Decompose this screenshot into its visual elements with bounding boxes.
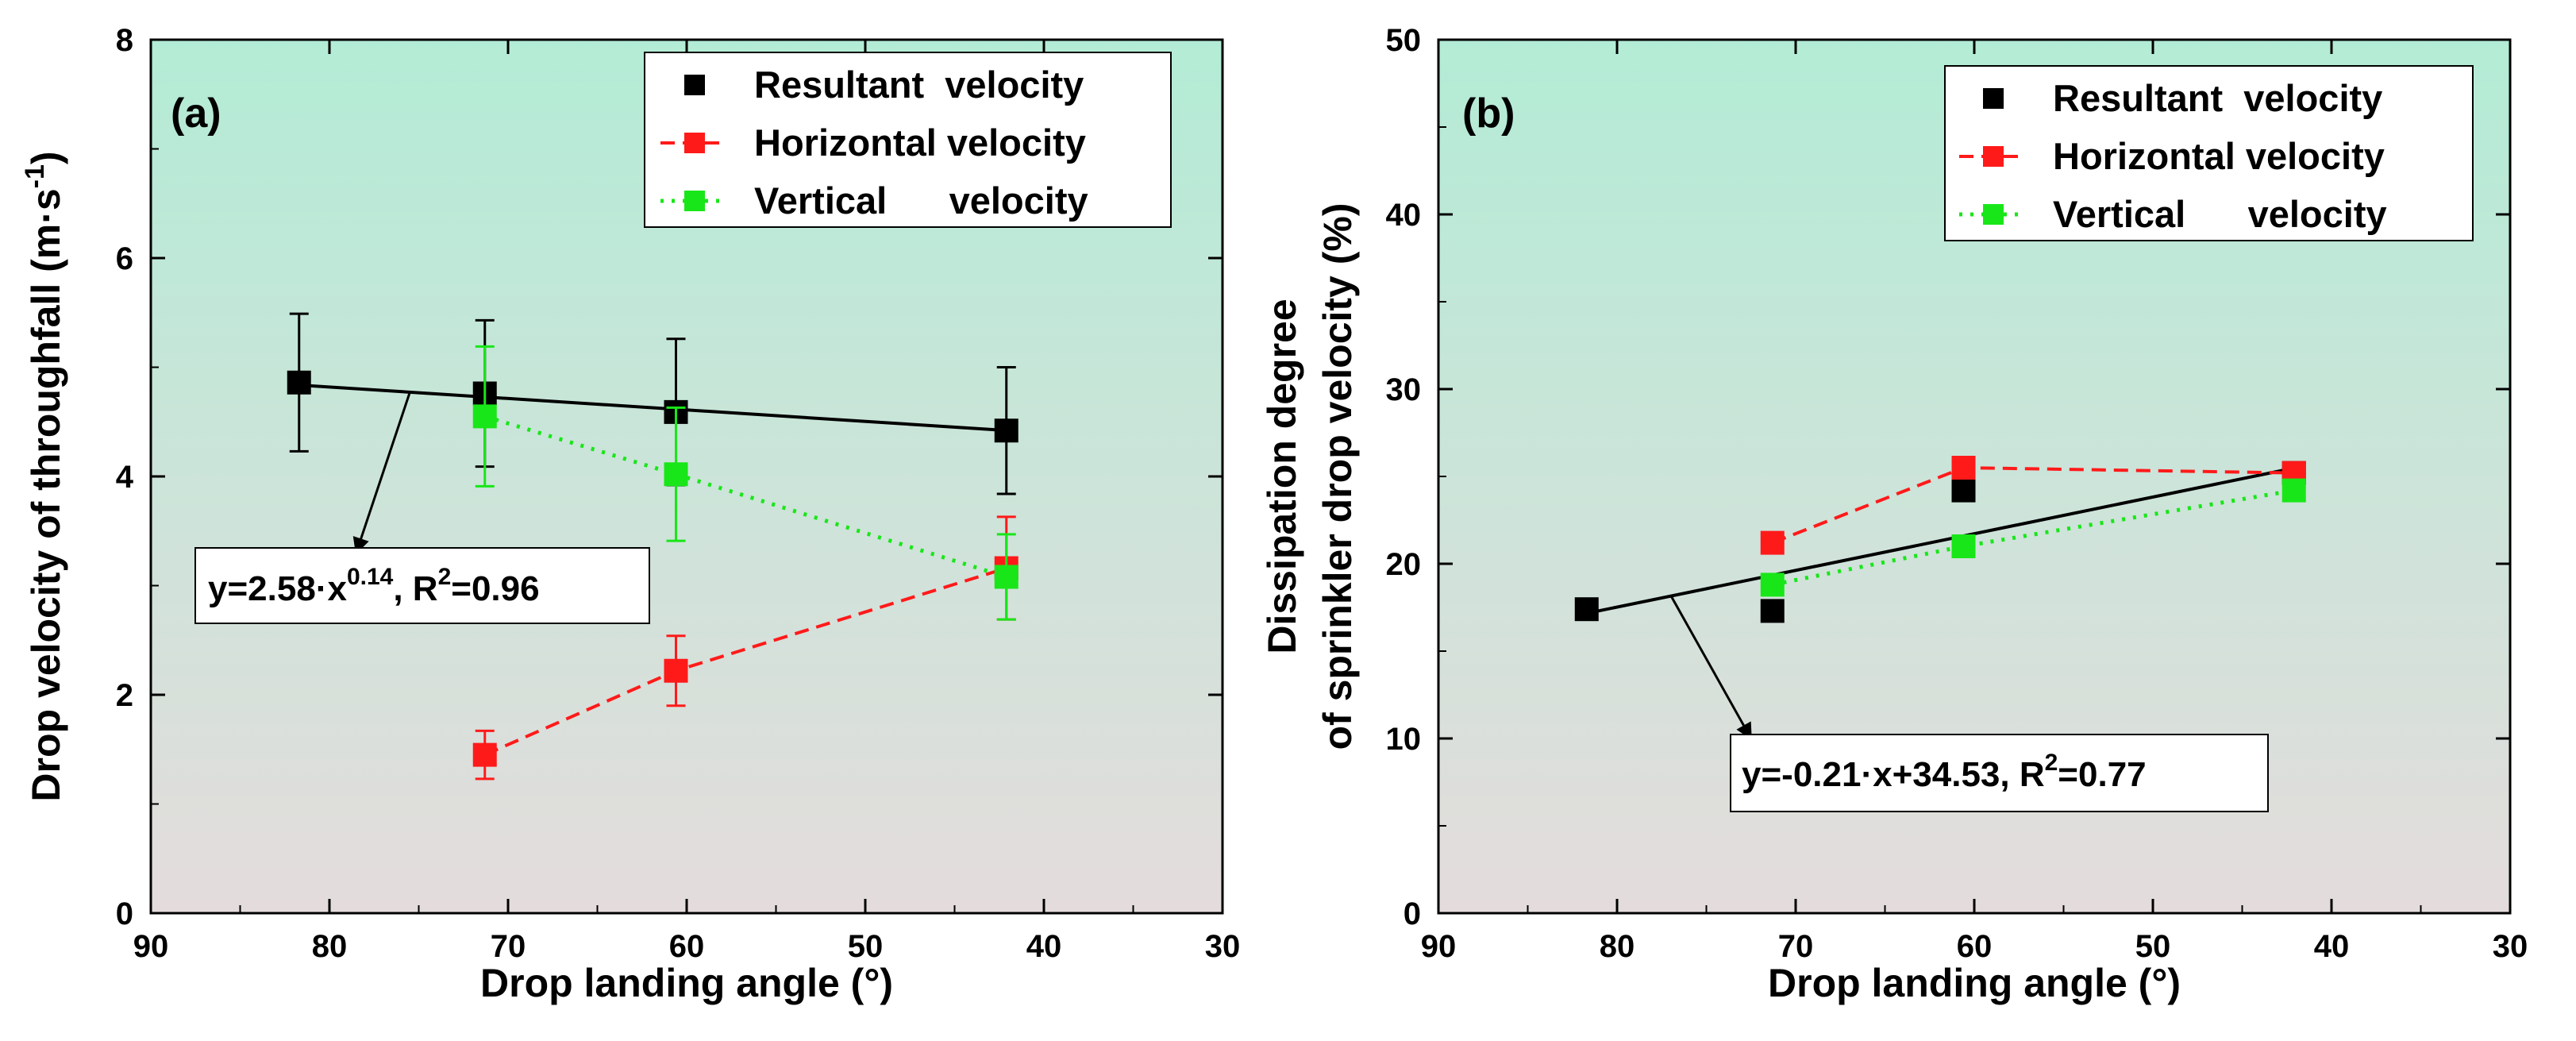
y-tick-label-b: 50 [1386, 23, 1422, 58]
panel-label-a: (a) [171, 91, 221, 137]
x-tick-label-b: 90 [1421, 929, 1457, 964]
y-tick-label-b: 20 [1386, 547, 1422, 582]
legend-marker-resultant-a [684, 75, 705, 95]
fit-equation-box-b [1730, 734, 2269, 812]
data-point-0-b [1574, 597, 1599, 622]
x-tick-label-a: 80 [312, 929, 348, 964]
x-tick-label-a: 90 [133, 929, 169, 964]
y-tick-label-a: 6 [116, 241, 133, 276]
legend-label-vertical-a: Vertical velocity [754, 179, 1088, 222]
data-point-1-a [472, 742, 497, 767]
y-tick-label-b: 10 [1386, 722, 1422, 757]
x-tick-label-a: 50 [848, 929, 884, 964]
annotation-arrow-b [1669, 594, 1753, 740]
y-axis-label-b-line1: Dissipation degree [1260, 299, 1304, 654]
legend-box-a [644, 52, 1172, 228]
data-point-0-a [994, 418, 1018, 443]
data-point-2-b [2281, 478, 2306, 503]
annotation-arrow-a [352, 391, 411, 555]
legend-label-resultant-b: Resultant velocity [2053, 77, 2382, 119]
y-axis-label-a: Drop velocity of throughfall (m·s-1) [20, 151, 68, 801]
data-point-2-a [664, 462, 688, 487]
legend-a: Resultant velocity Horizontal velocity V… [644, 52, 1172, 228]
data-point-0-b [1951, 478, 1976, 503]
x-axis-label-a: Drop landing angle (°) [480, 961, 893, 1005]
data-point-2-b [1951, 534, 1976, 558]
y-tick-label-a: 0 [116, 896, 133, 931]
panel-b: 90 80 70 60 50 40 30 0 10 20 30 40 50 Resultant velo… [1260, 23, 2528, 1005]
y-tick-label-b: 0 [1404, 896, 1421, 931]
legend-marker-horizontal-a [684, 133, 705, 153]
x-tick-label-a: 60 [669, 929, 705, 964]
fit-equation-b: y=-0.21·x+34.53, R2=0.77 [1730, 734, 2269, 812]
legend-box-b [1944, 65, 2474, 241]
legend-label-vertical-b: Vertical velocity [2053, 193, 2387, 235]
fit-equation-text-a: y=2.58·x0.14, R2=0.96 [208, 564, 540, 608]
legend-b: Resultant velocity Horizontal velocity V… [1944, 65, 2474, 241]
y-tick-label-a: 2 [116, 678, 133, 713]
panel-label-b: (b) [1462, 91, 1515, 137]
x-tick-label-b: 40 [2314, 929, 2350, 964]
data-point-2-a [472, 404, 497, 429]
y-tick-label-a: 8 [116, 23, 133, 58]
legend-marker-vertical-b [1983, 204, 2004, 225]
legend-marker-resultant-b [1983, 88, 2004, 109]
data-point-1-a [664, 658, 688, 683]
legend-label-horizontal-a: Horizontal velocity [754, 121, 1086, 164]
y-tick-label-a: 4 [116, 460, 134, 495]
x-axis-label-b: Drop landing angle (°) [1768, 961, 2181, 1005]
data-point-1-b [1951, 456, 1976, 480]
data-point-0-b [1760, 599, 1785, 623]
y-tick-label-b: 40 [1386, 198, 1422, 233]
fit-equation-box-a [194, 547, 650, 624]
fit-equation-text-b: y=-0.21·x+34.53, R2=0.77 [1742, 750, 2147, 794]
data-point-2-a [994, 565, 1018, 589]
data-point-2-b [1760, 573, 1785, 597]
fit-equation-a: y=2.58·x0.14, R2=0.96 [194, 547, 650, 624]
legend-label-resultant-a: Resultant velocity [754, 64, 1084, 106]
x-tick-label-a: 70 [491, 929, 526, 964]
legend-label-horizontal-b: Horizontal velocity [2053, 135, 2385, 177]
x-tick-label-a: 40 [1026, 929, 1062, 964]
x-tick-label-b: 80 [1600, 929, 1635, 964]
fit-line-b [1581, 466, 2297, 616]
data-point-0-a [287, 370, 311, 395]
x-tick-label-a: 30 [1205, 929, 1241, 964]
x-tick-label-b: 50 [2135, 929, 2171, 964]
x-tick-label-b: 60 [1957, 929, 1993, 964]
x-tick-label-b: 70 [1778, 929, 1814, 964]
y-tick-label-b: 30 [1386, 372, 1422, 407]
data-point-1-b [1760, 530, 1785, 555]
legend-marker-vertical-a [684, 191, 705, 211]
fit-line-a [293, 383, 1009, 433]
legend-marker-horizontal-b [1983, 146, 2004, 167]
panel-a: 90 80 70 60 50 40 30 0 2 4 6 8 Resultant velocity H… [20, 23, 1240, 1005]
y-axis-label-b-line2: of sprinkler drop velocity (%) [1315, 202, 1360, 750]
x-tick-label-b: 30 [2493, 929, 2528, 964]
